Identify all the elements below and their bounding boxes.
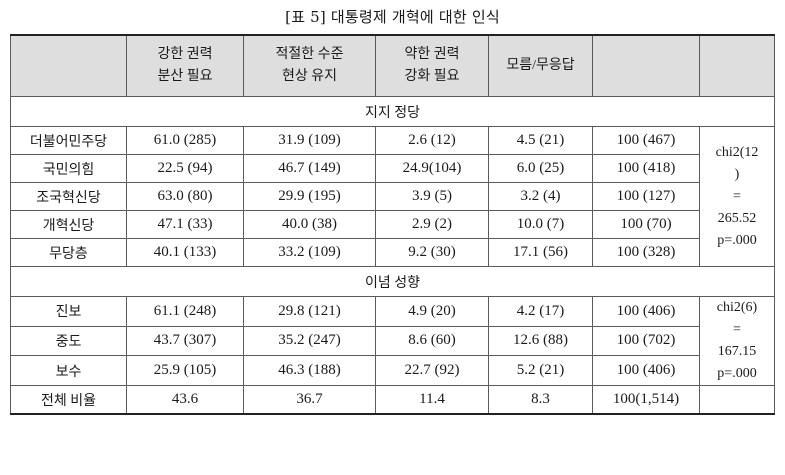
cell-total: 100 (702) [592,325,700,357]
overall-row: 전체 비율 43.6 36.7 11.4 8.3 100(1,514) [10,385,775,415]
chi-square-party: chi2(12 ) = 265.52 p=.000 [699,126,775,267]
header-decentralize-line1: 강한 권력 [157,47,213,62]
cell-value: 22.7 (92) [375,355,489,386]
row-label: 무당층 [10,238,127,267]
cell-value: 63.0 (80) [126,182,244,211]
table-row: 무당층 40.1 (133) 33.2 (109) 9.2 (30) 17.1 … [10,238,775,267]
cell-value: 4.5 (21) [488,126,593,155]
cell-value: 40.1 (133) [126,238,244,267]
header-dont-know: 모름/무응답 [488,34,593,97]
section-title-ideology: 이념 성향 [10,266,775,297]
table-row: 더불어민주당 61.0 (285) 31.9 (109) 2.6 (12) 4.… [10,126,775,267]
cell-value: 61.1 (248) [126,296,244,327]
table-row: 보수 25.9 (105) 46.3 (188) 22.7 (92) 5.2 (… [10,355,775,386]
cell-value: 35.2 (247) [243,325,376,357]
stat-line: = [733,188,741,204]
cell-value: 2.9 (2) [375,210,489,239]
stat-line: chi2(6) [716,300,758,315]
cell-value: 10.0 (7) [488,210,593,239]
table-row: 진보 61.1 (248) 29.8 (121) 4.9 (20) 4.2 (1… [10,296,775,386]
cell-value: 3.9 (5) [375,182,489,211]
cell-total: 100 (418) [592,154,700,183]
row-label: 조국혁신당 [10,182,127,211]
header-maintain: 적절한 수준 현상 유지 [243,34,376,97]
row-label: 진보 [10,296,127,327]
row-label: 더불어민주당 [10,126,127,155]
header-blank-cell [10,34,127,97]
cell-value: 24.9(104) [375,154,489,183]
cell-value: 43.6 [126,385,244,415]
stat-line: 167.15 [717,344,757,359]
header-strengthen: 약한 권력 강화 필요 [375,34,489,97]
cell-value: 46.3 (188) [243,355,376,386]
cell-value: 11.4 [375,385,489,415]
cell-total: 100 (328) [592,238,700,267]
section-row-party: 지지 정당 [10,96,775,127]
cell-value: 8.6 (60) [375,325,489,357]
cell-value: 47.1 (33) [126,210,244,239]
cell-value: 8.3 [488,385,593,415]
cell-value: 3.2 (4) [488,182,593,211]
chi-square-ideology: chi2(6) = 167.15 p=.000 [699,296,775,386]
table-row: 조국혁신당 63.0 (80) 29.9 (195) 3.9 (5) 3.2 (… [10,182,775,211]
cell-value: 33.2 (109) [243,238,376,267]
row-label: 중도 [10,325,127,357]
table-caption: [표 5] 대통령제 개혁에 대한 인식 [285,8,500,26]
cell-total: 100 (467) [592,126,700,155]
cell-value: 4.2 (17) [488,296,593,327]
cell-value: 61.0 (285) [126,126,244,155]
stat-line: ) [734,166,740,182]
cell-value: 2.6 (12) [375,126,489,155]
cell-value: 17.1 (56) [488,238,593,267]
cell-value: 6.0 (25) [488,154,593,183]
header-maintain-line2: 현상 유지 [281,69,338,84]
table-row: 개혁신당 47.1 (33) 40.0 (38) 2.9 (2) 10.0 (7… [10,210,775,239]
empty-stat-cell [699,385,775,415]
header-decentralize-line2: 분산 필요 [157,69,213,84]
row-label: 개혁신당 [10,210,127,239]
stat-line: = [733,322,741,337]
cell-value: 36.7 [243,385,376,415]
row-label: 국민의힘 [10,154,127,183]
cell-value: 40.0 (38) [243,210,376,239]
cell-value: 29.8 (121) [243,296,376,327]
header-strengthen-line2: 강화 필요 [404,69,460,84]
cell-total: 100 (406) [592,355,700,386]
section-title-party: 지지 정당 [10,96,775,127]
cell-value: 43.7 (307) [126,325,244,357]
stat-line: p=.000 [717,232,757,248]
cell-value: 29.9 (195) [243,182,376,211]
cell-value: 46.7 (149) [243,154,376,183]
table-row: 중도 43.7 (307) 35.2 (247) 8.6 (60) 12.6 (… [10,325,775,357]
header-row: 강한 권력 분산 필요 적절한 수준 현상 유지 약한 권력 강화 필요 모름/… [10,34,775,97]
header-strengthen-line1: 약한 권력 [404,47,460,62]
cell-total: 100 (127) [592,182,700,211]
cell-value: 25.9 (105) [126,355,244,386]
header-total-blank [592,34,700,97]
cell-total: 100(1,514) [592,385,700,415]
perception-table: 강한 권력 분산 필요 적절한 수준 현상 유지 약한 권력 강화 필요 모름/… [10,34,775,415]
cell-value: 12.6 (88) [488,325,593,357]
cell-value: 5.2 (21) [488,355,593,386]
section-row-ideology: 이념 성향 [10,266,775,297]
stat-line: 265.52 [717,210,757,226]
header-decentralize: 강한 권력 분산 필요 [126,34,244,97]
cell-total: 100 (406) [592,296,700,327]
cell-value: 9.2 (30) [375,238,489,267]
row-label: 전체 비율 [10,385,127,415]
header-stat-blank [699,34,775,97]
table-row: 국민의힘 22.5 (94) 46.7 (149) 24.9(104) 6.0 … [10,154,775,183]
cell-total: 100 (70) [592,210,700,239]
cell-value: 4.9 (20) [375,296,489,327]
cell-value: 31.9 (109) [243,126,376,155]
stat-line: chi2(12 [715,144,759,160]
stat-line: p=.000 [717,366,757,381]
row-label: 보수 [10,355,127,386]
header-maintain-line1: 적절한 수준 [275,47,344,62]
cell-value: 22.5 (94) [126,154,244,183]
